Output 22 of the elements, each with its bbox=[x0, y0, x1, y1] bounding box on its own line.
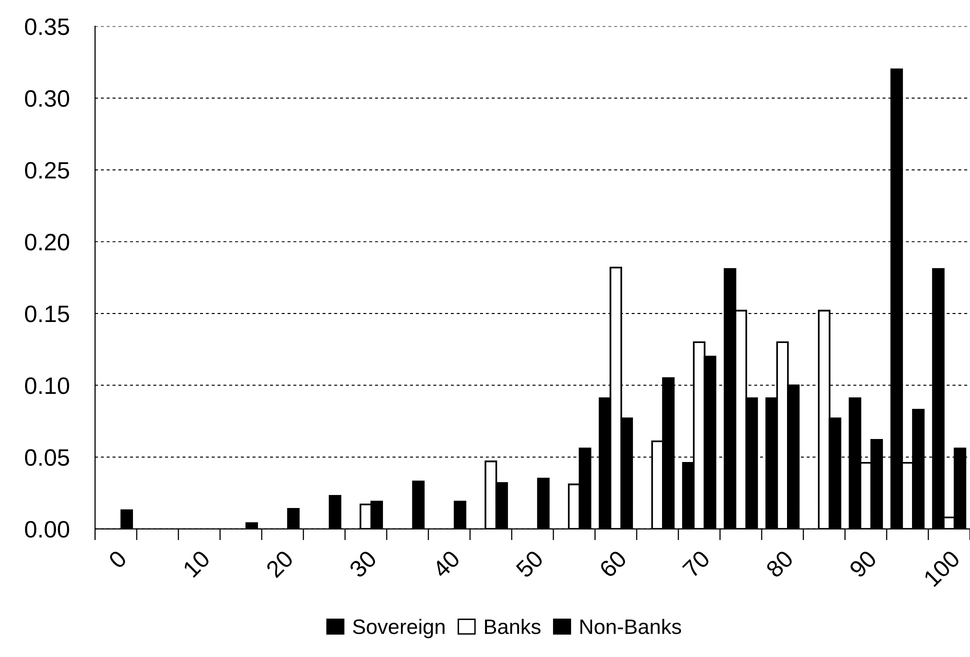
x-tick-label: 0 bbox=[108, 549, 128, 570]
legend-label: Sovereign bbox=[352, 618, 444, 638]
y-tick-label: 0.35 bbox=[25, 18, 70, 36]
x-tick-label: 80 bbox=[765, 549, 794, 578]
x-tick-label: 10 bbox=[182, 549, 211, 578]
x-tick-label: 30 bbox=[348, 549, 378, 579]
x-tick-label: 50 bbox=[515, 549, 544, 578]
y-tick-label: 0.15 bbox=[25, 306, 70, 322]
x-tick-label: 90 bbox=[848, 549, 878, 578]
legend-label: Banks bbox=[485, 618, 540, 634]
x-tick-label: 20 bbox=[265, 549, 294, 578]
y-tick-label: 0.10 bbox=[25, 377, 70, 394]
legend-label: Non-Banks bbox=[580, 618, 682, 634]
y-tick-label: 0.05 bbox=[25, 449, 70, 466]
x-tick-label: 60 bbox=[598, 549, 628, 578]
x-tick-label: 70 bbox=[682, 549, 711, 578]
y-tick-label: 0.20 bbox=[25, 234, 70, 250]
x-tick-label: 100 bbox=[923, 549, 961, 588]
y-tick-label: 0.00 bbox=[25, 520, 70, 538]
x-tick-label: 40 bbox=[431, 549, 461, 579]
y-tick-label: 0.30 bbox=[25, 90, 70, 107]
y-tick-label: 0.25 bbox=[25, 162, 70, 179]
